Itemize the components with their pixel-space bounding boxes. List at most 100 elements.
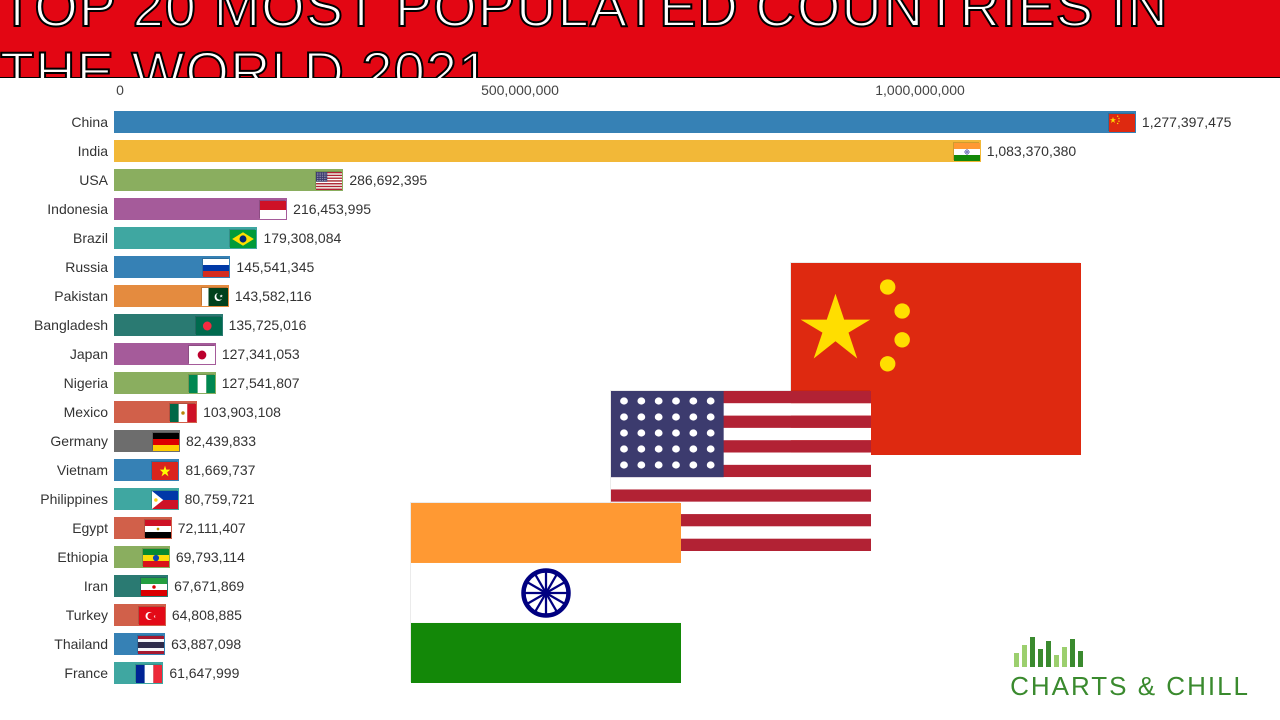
country-label: Brazil — [0, 230, 114, 246]
iran-flag-icon — [140, 577, 166, 595]
ethiopia-flag-icon — [143, 549, 169, 567]
bar-track: 1,083,370,380 — [114, 140, 1154, 162]
country-label: Ethiopia — [0, 549, 114, 565]
bar-value: 64,808,885 — [172, 604, 242, 626]
bar-value: 103,903,108 — [203, 401, 281, 423]
bar-value: 143,582,116 — [235, 285, 312, 307]
thailand-flag-icon — [138, 636, 164, 654]
japan-flag-icon — [188, 345, 214, 363]
brazil-flag-icon — [229, 229, 255, 247]
germany-flag-icon — [153, 433, 179, 451]
brand-text: CHARTS & CHILL — [1010, 671, 1250, 702]
axis-tick: 500,000,000 — [481, 82, 559, 98]
ethiopia-flag-icon — [142, 548, 168, 566]
country-label: India — [0, 143, 114, 159]
russia-flag-icon — [203, 259, 229, 277]
country-label: Russia — [0, 259, 114, 275]
indonesia-flag-icon — [260, 201, 286, 219]
country-label: China — [0, 114, 114, 130]
china-flag-icon — [1108, 113, 1134, 131]
x-axis: 0500,000,0001,000,000,000 — [120, 82, 1160, 106]
country-label: Pakistan — [0, 288, 114, 304]
egypt-flag-icon — [145, 520, 171, 538]
bar-row: Japan 127,341,053 — [0, 340, 1280, 368]
turkey-flag-icon — [138, 606, 164, 624]
russia-flag-icon — [202, 258, 228, 276]
bar-row: USA 286,692,395 — [0, 166, 1280, 194]
bar-value: 135,725,016 — [229, 314, 307, 336]
bar-fill — [114, 140, 981, 162]
country-label: France — [0, 665, 114, 681]
country-label: Mexico — [0, 404, 114, 420]
india-flag-icon — [411, 503, 681, 683]
bar-value: 80,759,721 — [185, 488, 255, 510]
bar-value: 61,647,999 — [169, 662, 239, 684]
usa-flag-icon — [315, 171, 341, 189]
bar-value: 216,453,995 — [293, 198, 371, 220]
brand-logo: CHARTS & CHILL — [1010, 633, 1250, 702]
nigeria-flag-icon — [188, 374, 214, 392]
pakistan-flag-icon — [202, 288, 228, 306]
bar-fill — [114, 111, 1136, 133]
france-flag-icon — [136, 665, 162, 683]
bar-row: China1,277,397,475 — [0, 108, 1280, 136]
egypt-flag-icon — [144, 519, 170, 537]
country-label: Egypt — [0, 520, 114, 536]
iran-flag-icon — [141, 578, 167, 596]
bar-track: 1,277,397,475 — [114, 111, 1154, 133]
bar-row: Brazil 179,308,084 — [0, 224, 1280, 252]
vietnam-flag-icon — [152, 462, 178, 480]
bar-value: 127,341,053 — [222, 343, 300, 365]
bar-row: Indonesia 216,453,995 — [0, 195, 1280, 223]
bar-value: 127,541,807 — [222, 372, 300, 394]
bar-track: 179,308,084 — [114, 227, 1154, 249]
bar-value: 179,308,084 — [263, 227, 341, 249]
indonesia-flag-icon — [259, 200, 285, 218]
pakistan-flag-icon — [201, 287, 227, 305]
bar-row: India 1,083,370,380 — [0, 137, 1280, 165]
country-label: Philippines — [0, 491, 114, 507]
mexico-flag-icon — [170, 404, 196, 422]
bar-value: 286,692,395 — [349, 169, 427, 191]
bar-value: 63,887,098 — [171, 633, 241, 655]
germany-flag-icon — [152, 432, 178, 450]
country-label: Vietnam — [0, 462, 114, 478]
brazil-flag-icon — [230, 230, 256, 248]
bar-value: 1,277,397,475 — [1142, 111, 1232, 133]
country-label: Indonesia — [0, 201, 114, 217]
chart-area: 0500,000,0001,000,000,000 China1,277,397… — [0, 78, 1280, 720]
nigeria-flag-icon — [189, 375, 215, 393]
bar-value: 1,083,370,380 — [987, 140, 1077, 162]
bar-row: Bangladesh135,725,016 — [0, 311, 1280, 339]
title-banner: TOP 20 MOST POPULATED COUNTRIES IN THE W… — [0, 0, 1280, 78]
mexico-flag-icon — [169, 403, 195, 421]
india-flag-icon — [954, 143, 980, 161]
philippines-flag-icon — [151, 490, 177, 508]
bangladesh-flag-icon — [196, 317, 222, 335]
vietnam-flag-icon — [151, 461, 177, 479]
bar-track: 286,692,395 — [114, 169, 1154, 191]
bar-fill — [114, 169, 343, 191]
bar-value: 81,669,737 — [185, 459, 255, 481]
country-label: USA — [0, 172, 114, 188]
brand-bars-icon — [1014, 633, 1250, 667]
bar-value: 69,793,114 — [176, 546, 245, 568]
bar-row: Pakistan 143,582,116 — [0, 282, 1280, 310]
country-label: Turkey — [0, 607, 114, 623]
china-flag-icon — [1109, 114, 1135, 132]
country-label: Thailand — [0, 636, 114, 652]
bar-track: 216,453,995 — [114, 198, 1154, 220]
bar-value: 67,671,869 — [174, 575, 244, 597]
france-flag-icon — [135, 664, 161, 682]
country-label: Iran — [0, 578, 114, 594]
decorative-india-flag — [410, 502, 680, 682]
axis-tick: 1,000,000,000 — [875, 82, 965, 98]
bar-row: Russia145,541,345 — [0, 253, 1280, 281]
axis-tick: 0 — [116, 82, 124, 98]
bar-value: 82,439,833 — [186, 430, 256, 452]
country-label: Japan — [0, 346, 114, 362]
philippines-flag-icon — [152, 491, 178, 509]
turkey-flag-icon — [139, 607, 165, 625]
usa-flag-icon — [316, 172, 342, 190]
country-label: Germany — [0, 433, 114, 449]
